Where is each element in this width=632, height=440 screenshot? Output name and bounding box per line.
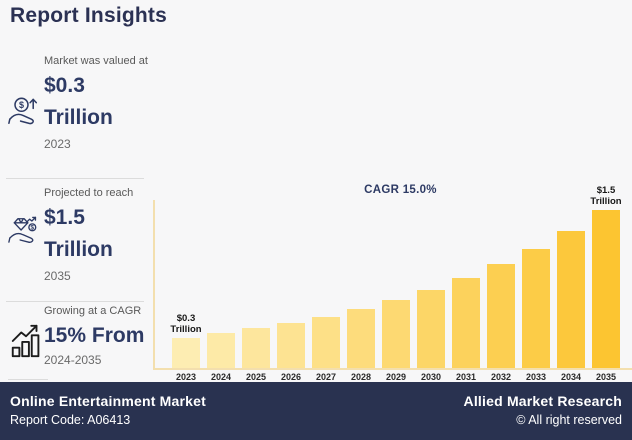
stat-value: $1.5 (44, 205, 85, 229)
bar-value-label: $0.3 Trillion (170, 313, 202, 336)
x-tick-label: 2034 (560, 372, 582, 382)
bar-column-2024: 2024 (207, 200, 235, 382)
footer-right: Allied Market Research © All right reser… (464, 393, 622, 427)
stat-period: 2035 (44, 268, 71, 283)
bar (347, 309, 375, 368)
bar (487, 264, 515, 368)
stat-block-cagr: Growing at a CAGR 15% From 2024-2035 (8, 304, 148, 367)
bar (557, 231, 585, 368)
bar-column-2031: 2031 (452, 200, 480, 382)
stat-value: $0.3 (44, 73, 85, 97)
bar-column-2030: 2030 (417, 200, 445, 382)
divider (6, 301, 144, 302)
x-tick-label: 2023 (175, 372, 197, 382)
stat-label: Growing at a CAGR (44, 305, 142, 317)
bar: $0.3 Trillion (170, 313, 202, 368)
x-tick-label: 2030 (420, 372, 442, 382)
bar (207, 333, 235, 368)
bar-column-2026: 2026 (277, 200, 305, 382)
bar (417, 290, 445, 368)
bar (452, 278, 480, 368)
bar: $1.5 Trillion (590, 185, 622, 368)
bar-value-label: $1.5 Trillion (590, 185, 622, 208)
divider (6, 178, 144, 179)
bar-column-2033: 2033 (522, 200, 550, 382)
stat-value: 15% From (44, 323, 145, 347)
bar-column-2028: 2028 (347, 200, 375, 382)
divider (8, 379, 48, 380)
bar-plot: $0.3 Trillion 2023 2024 2025 2026 2027 2028 202… (155, 185, 632, 382)
x-tick-label: 2026 (280, 372, 302, 382)
footer-copyright: © All right reserved (516, 413, 622, 427)
money-growth-hand-icon: $ (8, 94, 44, 130)
bar-column-2035: $1.5 Trillion 2035 (590, 185, 622, 382)
bar (522, 249, 550, 368)
bar-column-2029: 2029 (382, 200, 410, 382)
growth-chart-icon (8, 322, 46, 360)
svg-text:$: $ (31, 225, 35, 232)
x-tick-label: 2035 (595, 372, 617, 382)
stat-block-projection: Projected to reach $ $1.5 Trillion 2035 (8, 186, 148, 283)
diamond-hand-icon: $ (8, 212, 44, 248)
bar (312, 317, 340, 368)
bar (382, 300, 410, 368)
stat-unit: Trillion (44, 105, 113, 129)
stat-block-valuation: Market was valued at $ $0.3 Trillion 202… (8, 54, 148, 151)
x-tick-label: 2027 (315, 372, 337, 382)
chart-title: CAGR 15.0% (364, 184, 437, 196)
stat-period: 2023 (44, 136, 71, 151)
x-tick-label: 2029 (385, 372, 407, 382)
x-tick-label: 2024 (210, 372, 232, 382)
footer-brand: Allied Market Research (463, 393, 622, 409)
stat-label: Projected to reach (44, 187, 134, 199)
bar-column-2023: $0.3 Trillion 2023 (170, 200, 202, 382)
x-tick-label: 2025 (245, 372, 267, 382)
page-title: Report Insights (10, 4, 168, 27)
bar-column-2025: 2025 (242, 200, 270, 382)
svg-text:$: $ (19, 100, 24, 110)
bar-chart: CAGR 15.0% $0.3 Trillion 2023 2024 2025 2026… (153, 184, 632, 382)
footer-left: Online Entertainment Market Report Code:… (10, 393, 206, 427)
x-tick-label: 2031 (455, 372, 477, 382)
bar-column-2032: 2032 (487, 200, 515, 382)
bar-column-2034: 2034 (557, 200, 585, 382)
footer: Online Entertainment Market Report Code:… (0, 382, 632, 440)
x-tick-label: 2028 (350, 372, 372, 382)
bar-column-2027: 2027 (312, 200, 340, 382)
footer-market-title: Online Entertainment Market (10, 393, 206, 409)
x-tick-label: 2032 (490, 372, 512, 382)
footer-report-code: Report Code: A06413 (10, 413, 131, 427)
x-tick-label: 2033 (525, 372, 547, 382)
bar (277, 323, 305, 368)
stat-period: 2024-2035 (44, 352, 102, 367)
stat-label: Market was valued at (44, 55, 148, 67)
bar (242, 328, 270, 368)
stat-unit: Trillion (44, 237, 113, 261)
